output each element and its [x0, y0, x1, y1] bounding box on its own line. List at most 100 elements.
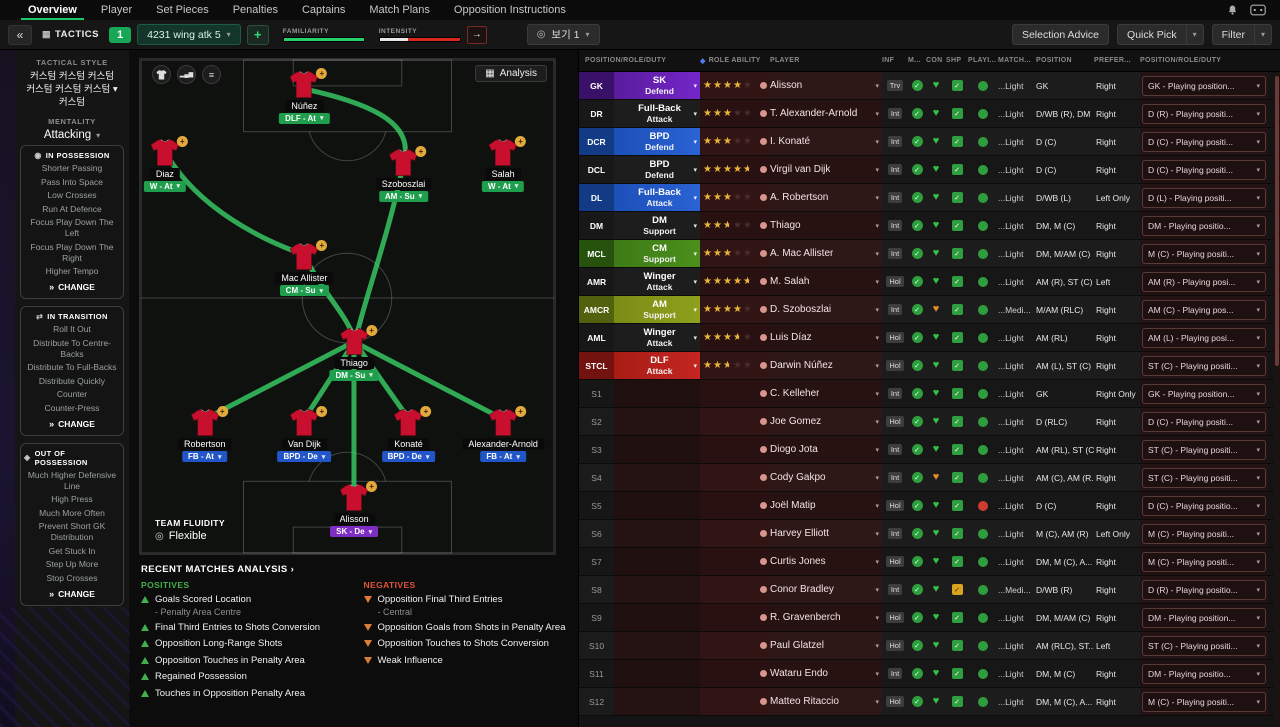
- position-role-duty-select[interactable]: D (R) - Playing positi... ▾: [1142, 103, 1266, 124]
- player-cell[interactable]: Virgil van Dijk ▾: [770, 156, 882, 183]
- position-role-duty-select[interactable]: DM - Playing positio... ▾: [1142, 663, 1266, 684]
- position-role-duty-select[interactable]: DM - Playing positio... ▾: [1142, 215, 1266, 236]
- table-row[interactable]: S3 Diogo Jota ▾ Int ✓ ♥ ✓ ...Light AM (R…: [579, 436, 1274, 464]
- player-name-plate[interactable]: Alexander-Arnold: [462, 438, 544, 451]
- role-duty-cell[interactable]: [614, 660, 700, 687]
- player-cell[interactable]: M. Salah ▾: [770, 268, 882, 295]
- player-role-ribbon[interactable]: BPD - De ▾: [381, 451, 436, 463]
- quick-pick-button[interactable]: Quick Pick ▾: [1117, 24, 1204, 45]
- recent-matches-analysis-title[interactable]: RECENT MATCHES ANALYSIS ›: [141, 564, 295, 575]
- role-duty-cell[interactable]: [614, 436, 700, 463]
- role-duty-cell[interactable]: DM Support ▾: [614, 212, 700, 239]
- player-role-ribbon[interactable]: W - At ▾: [143, 180, 187, 192]
- position-role-duty-select[interactable]: GK - Playing position... ▾: [1142, 75, 1266, 96]
- table-row[interactable]: MCL CM Support ▾ A. Mac Allister ▾ Int ✓…: [579, 240, 1274, 268]
- selection-advice-button[interactable]: Selection Advice: [1011, 24, 1110, 45]
- player-cell[interactable]: Curtis Jones ▾: [770, 548, 882, 575]
- position-role-duty-select[interactable]: ST (C) - Playing positi... ▾: [1142, 439, 1266, 460]
- chevron-down-icon[interactable]: ▾: [1185, 25, 1203, 44]
- tactic-name-dropdown[interactable]: 4231 wing atk 5 ▾: [137, 24, 241, 45]
- player-role-ribbon[interactable]: FB - At ▾: [182, 451, 228, 463]
- add-tactic-button[interactable]: +: [246, 24, 269, 45]
- player-cell[interactable]: T. Alexander-Arnold ▾: [770, 100, 882, 127]
- notifications-bell-icon[interactable]: [1227, 4, 1238, 16]
- role-duty-cell[interactable]: Winger Attack ▾: [614, 268, 700, 295]
- pitch-player[interactable]: + Konaté BPD - De ▾: [381, 406, 436, 463]
- table-row[interactable]: S1 C. Kelleher ▾ Int ✓ ♥ ✓ ...Light GK R…: [579, 380, 1274, 408]
- tactical-style-line[interactable]: 커스텀 커스텀 커스텀: [30, 71, 114, 82]
- table-row[interactable]: S7 Curtis Jones ▾ Hol ✓ ♥ ✓ ...Light DM,…: [579, 548, 1274, 576]
- position-role-duty-select[interactable]: GK - Playing position... ▾: [1142, 383, 1266, 404]
- tactical-style-line[interactable]: 커스텀: [58, 97, 86, 108]
- header-match-load[interactable]: MATCH...: [998, 57, 1031, 64]
- player-cell[interactable]: Thiago ▾: [770, 212, 882, 239]
- pitch-player[interactable]: + Szoboszlai AM - Su ▾: [375, 145, 432, 202]
- pitch-player[interactable]: + Robertson FB - At ▾: [177, 406, 232, 463]
- player-cell[interactable]: C. Kelleher ▾: [770, 380, 882, 407]
- player-cell[interactable]: Diogo Jota ▾: [770, 436, 882, 463]
- role-duty-cell[interactable]: BPD Defend ▾: [614, 156, 700, 183]
- position-role-duty-select[interactable]: ST (C) - Playing positi... ▾: [1142, 635, 1266, 656]
- position-role-duty-select[interactable]: M (C) - Playing positi... ▾: [1142, 691, 1266, 712]
- role-duty-cell[interactable]: CM Support ▾: [614, 240, 700, 267]
- player-cell[interactable]: A. Mac Allister ▾: [770, 240, 882, 267]
- change-button[interactable]: » CHANGE: [24, 589, 120, 599]
- player-cell[interactable]: D. Szoboszlai ▾: [770, 296, 882, 323]
- nav-tab[interactable]: Opposition Instructions: [442, 0, 578, 20]
- role-duty-cell[interactable]: [614, 688, 700, 715]
- table-row[interactable]: GK SK Defend ▾ Alisson ▾ Trv ✓ ♥ ✓ ...Li…: [579, 72, 1274, 100]
- player-name-plate[interactable]: Salah: [485, 167, 521, 180]
- player-name-plate[interactable]: Mac Allister: [275, 272, 334, 285]
- position-role-duty-select[interactable]: D (C) - Playing positio... ▾: [1142, 495, 1266, 516]
- table-row[interactable]: DR Full-Back Attack ▾ T. Alexander-Arnol…: [579, 100, 1274, 128]
- position-role-duty-select[interactable]: M (C) - Playing positi... ▾: [1142, 551, 1266, 572]
- position-role-duty-select[interactable]: ST (C) - Playing positi... ▾: [1142, 467, 1266, 488]
- player-cell[interactable]: Joe Gomez ▾: [770, 408, 882, 435]
- list-view-button[interactable]: ≡: [202, 65, 221, 84]
- table-row[interactable]: S2 Joe Gomez ▾ Hol ✓ ♥ ✓ ...Light D (RLC…: [579, 408, 1274, 436]
- player-cell[interactable]: Paul Glatzel ▾: [770, 632, 882, 659]
- header-playing-time[interactable]: PLAYI...: [968, 57, 997, 64]
- analysis-button[interactable]: ▦ Analysis: [475, 65, 547, 82]
- nav-tab[interactable]: Overview: [16, 0, 89, 20]
- role-duty-cell[interactable]: [614, 604, 700, 631]
- player-cell[interactable]: Alisson ▾: [770, 72, 882, 99]
- header-preferred-foot[interactable]: PREFER...: [1094, 57, 1131, 64]
- table-row[interactable]: AMCR AM Support ▾ D. Szoboszlai ▾ Int ✓ …: [579, 296, 1274, 324]
- role-duty-cell[interactable]: [614, 548, 700, 575]
- pitch-player[interactable]: + Diaz W - At ▾: [143, 135, 188, 192]
- nav-tab[interactable]: Penalties: [221, 0, 290, 20]
- table-row[interactable]: S10 Paul Glatzel ▾ Hol ✓ ♥ ✓ ...Light AM…: [579, 632, 1274, 660]
- role-duty-cell[interactable]: Winger Attack ▾: [614, 324, 700, 351]
- player-cell[interactable]: Wataru Endo ▾: [770, 660, 882, 687]
- table-row[interactable]: DCR BPD Defend ▾ I. Konaté ▾ Int ✓ ♥ ✓ .…: [579, 128, 1274, 156]
- player-cell[interactable]: Darwin Núñez ▾: [770, 352, 882, 379]
- player-cell[interactable]: Harvey Elliott ▾: [770, 520, 882, 547]
- player-cell[interactable]: Luis Díaz ▾: [770, 324, 882, 351]
- player-name-plate[interactable]: Diaz: [149, 167, 180, 180]
- player-role-ribbon[interactable]: BPD - De ▾: [277, 451, 332, 463]
- tactical-style-line[interactable]: 커스텀 커스텀 커스텀 ▾: [26, 84, 118, 95]
- player-role-ribbon[interactable]: DLF - At ▾: [279, 112, 330, 124]
- position-role-duty-select[interactable]: ST (C) - Playing positi... ▾: [1142, 355, 1266, 376]
- header-inf[interactable]: INF: [882, 57, 895, 64]
- nav-tab[interactable]: Set Pieces: [144, 0, 221, 20]
- header-condition[interactable]: CON: [926, 57, 943, 64]
- player-role-ribbon[interactable]: SK - De ▾: [330, 526, 379, 538]
- player-cell[interactable]: Conor Bradley ▾: [770, 576, 882, 603]
- player-cell[interactable]: Joël Matip ▾: [770, 492, 882, 519]
- player-name-plate[interactable]: Alisson: [333, 513, 375, 526]
- table-row[interactable]: S12 Matteo Ritaccio ▾ Hol ✓ ♥ ✓ ...Light…: [579, 688, 1274, 716]
- filter-button[interactable]: Filter ▾: [1211, 24, 1272, 45]
- header-player[interactable]: PLAYER: [770, 57, 800, 64]
- player-cell[interactable]: R. Gravenberch ▾: [770, 604, 882, 631]
- table-row[interactable]: DCL BPD Defend ▾ Virgil van Dijk ▾ Int ✓…: [579, 156, 1274, 184]
- position-role-duty-select[interactable]: D (C) - Playing positi... ▾: [1142, 411, 1266, 432]
- back-button[interactable]: «: [8, 24, 32, 45]
- position-role-duty-select[interactable]: D (L) - Playing positi... ▾: [1142, 187, 1266, 208]
- player-role-ribbon[interactable]: W - At ▾: [481, 180, 525, 192]
- table-row[interactable]: S11 Wataru Endo ▾ Int ✓ ♥ ✓ ...Light DM,…: [579, 660, 1274, 688]
- role-duty-cell[interactable]: [614, 492, 700, 519]
- player-name-plate[interactable]: Núñez: [285, 99, 324, 112]
- pitch-player[interactable]: + Núñez DLF - At ▾: [279, 67, 330, 124]
